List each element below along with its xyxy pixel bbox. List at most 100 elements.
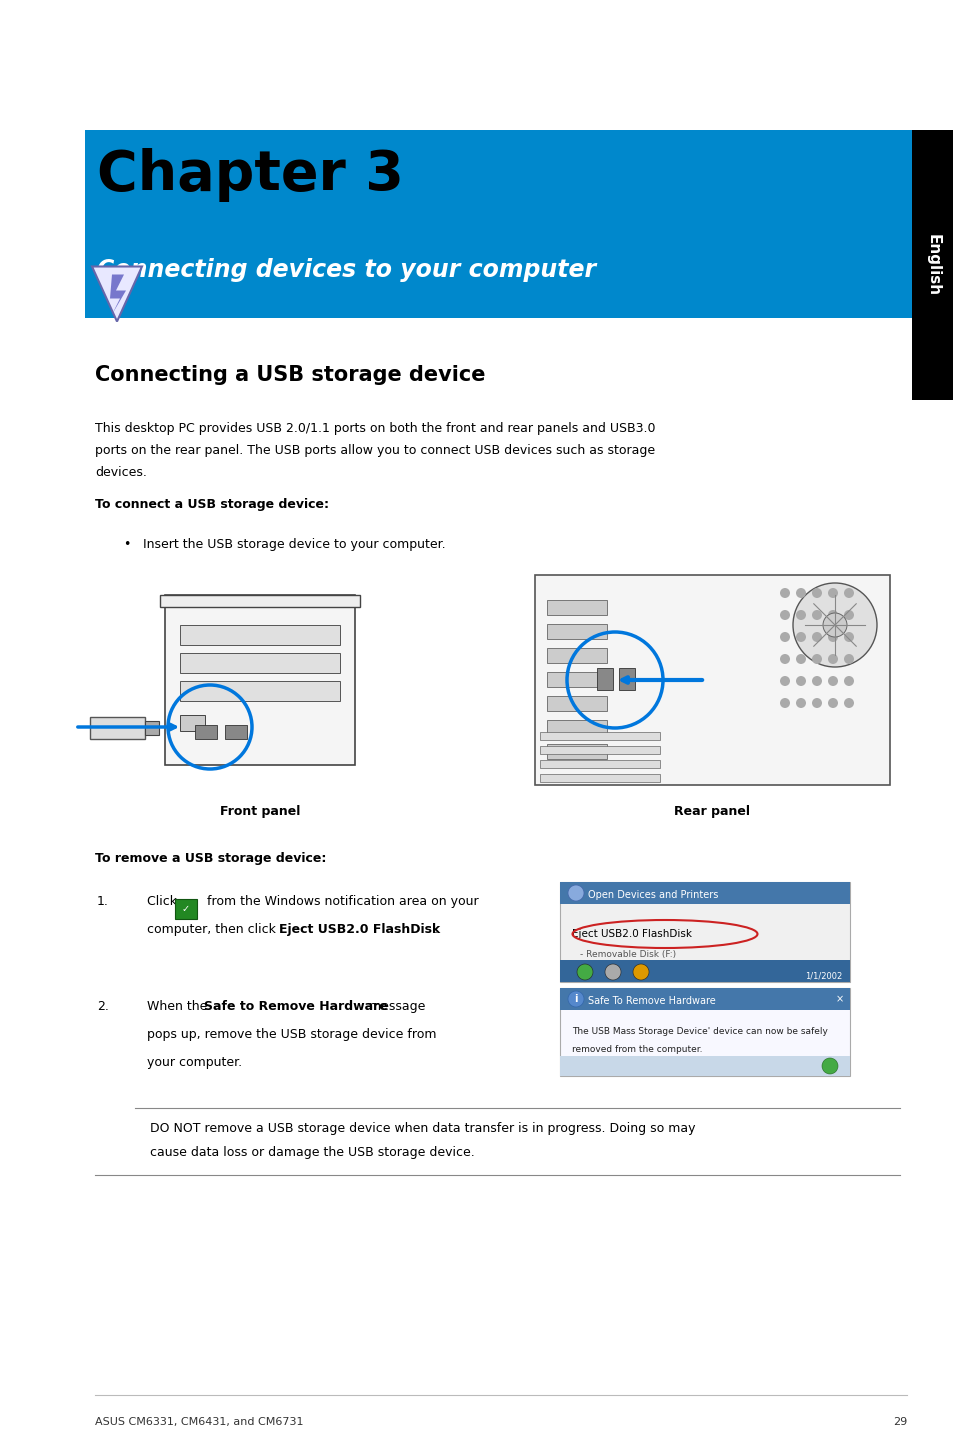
Bar xyxy=(90,718,145,739)
Text: Click: Click xyxy=(147,894,181,907)
Circle shape xyxy=(827,631,837,641)
Circle shape xyxy=(811,610,821,620)
Circle shape xyxy=(811,676,821,686)
Bar xyxy=(145,720,159,735)
Bar xyxy=(618,669,635,690)
Bar xyxy=(546,649,606,663)
Bar xyxy=(559,988,849,1009)
Circle shape xyxy=(811,654,821,664)
Circle shape xyxy=(604,963,620,981)
Circle shape xyxy=(843,654,853,664)
Circle shape xyxy=(822,613,846,637)
Bar xyxy=(546,696,606,710)
Bar xyxy=(546,672,606,687)
Text: computer, then click: computer, then click xyxy=(147,923,279,936)
Text: 1/1/2002: 1/1/2002 xyxy=(804,972,841,981)
Bar xyxy=(160,595,359,607)
Bar xyxy=(546,600,606,615)
Circle shape xyxy=(795,697,805,707)
Circle shape xyxy=(827,610,837,620)
Text: This desktop PC provides USB 2.0/1.1 ports on both the front and rear panels and: This desktop PC provides USB 2.0/1.1 por… xyxy=(95,421,655,436)
Text: Front panel: Front panel xyxy=(219,805,300,818)
Circle shape xyxy=(811,697,821,707)
Text: i: i xyxy=(574,994,578,1004)
Circle shape xyxy=(567,991,583,1007)
Text: 2.: 2. xyxy=(97,999,109,1012)
Text: ×: × xyxy=(835,994,843,1004)
Circle shape xyxy=(827,697,837,707)
Bar xyxy=(546,743,606,759)
Text: English: English xyxy=(924,234,940,296)
Circle shape xyxy=(795,588,805,598)
Text: Rear panel: Rear panel xyxy=(674,805,750,818)
Circle shape xyxy=(843,631,853,641)
Text: removed from the computer.: removed from the computer. xyxy=(572,1045,701,1054)
Bar xyxy=(165,595,355,765)
Circle shape xyxy=(843,676,853,686)
Text: pops up, remove the USB storage device from: pops up, remove the USB storage device f… xyxy=(147,1028,436,1041)
Bar xyxy=(539,746,659,754)
Bar xyxy=(546,624,606,638)
Circle shape xyxy=(795,610,805,620)
Text: Safe To Remove Hardware: Safe To Remove Hardware xyxy=(587,997,715,1007)
Circle shape xyxy=(843,697,853,707)
Text: When the: When the xyxy=(147,999,212,1012)
Bar xyxy=(539,761,659,768)
Text: Insert the USB storage device to your computer.: Insert the USB storage device to your co… xyxy=(143,538,445,551)
Circle shape xyxy=(827,676,837,686)
Text: 29: 29 xyxy=(892,1416,906,1426)
Bar xyxy=(539,774,659,782)
Text: message: message xyxy=(364,999,425,1012)
Text: Open Devices and Printers: Open Devices and Printers xyxy=(587,890,718,900)
Bar xyxy=(174,899,196,919)
Bar xyxy=(559,961,849,982)
Bar xyxy=(180,626,339,646)
Text: devices.: devices. xyxy=(95,466,147,479)
Text: To remove a USB storage device:: To remove a USB storage device: xyxy=(95,851,326,866)
Circle shape xyxy=(827,654,837,664)
Text: Chapter 3: Chapter 3 xyxy=(97,148,403,201)
Text: Connecting devices to your computer: Connecting devices to your computer xyxy=(97,257,596,282)
Circle shape xyxy=(795,631,805,641)
Bar xyxy=(546,720,606,735)
Bar xyxy=(559,881,849,982)
Circle shape xyxy=(811,631,821,641)
Bar xyxy=(180,653,339,673)
Bar xyxy=(559,1055,849,1076)
Circle shape xyxy=(567,884,583,902)
Circle shape xyxy=(780,610,789,620)
Circle shape xyxy=(843,588,853,598)
Bar xyxy=(559,881,849,905)
Bar xyxy=(180,682,339,700)
Text: To connect a USB storage device:: To connect a USB storage device: xyxy=(95,498,329,510)
Bar xyxy=(85,129,911,318)
Circle shape xyxy=(843,610,853,620)
Bar xyxy=(597,669,613,690)
Text: Eject USB2.0 FlashDisk: Eject USB2.0 FlashDisk xyxy=(279,923,440,936)
Text: •: • xyxy=(123,538,131,551)
Text: from the Windows notification area on your: from the Windows notification area on yo… xyxy=(203,894,478,907)
Circle shape xyxy=(633,963,648,981)
Text: - Removable Disk (F:): - Removable Disk (F:) xyxy=(579,949,676,959)
Bar xyxy=(180,715,205,731)
Text: cause data loss or damage the USB storage device.: cause data loss or damage the USB storag… xyxy=(150,1146,475,1159)
Circle shape xyxy=(792,582,876,667)
Circle shape xyxy=(827,588,837,598)
Bar xyxy=(535,575,889,785)
Circle shape xyxy=(780,697,789,707)
Bar xyxy=(559,988,849,1076)
Circle shape xyxy=(821,1058,837,1074)
Circle shape xyxy=(795,654,805,664)
Circle shape xyxy=(795,676,805,686)
Polygon shape xyxy=(110,275,126,315)
Text: ✓: ✓ xyxy=(182,905,190,915)
Text: your computer.: your computer. xyxy=(147,1055,242,1068)
Text: ASUS CM6331, CM6431, and CM6731: ASUS CM6331, CM6431, and CM6731 xyxy=(95,1416,303,1426)
Bar xyxy=(194,725,216,739)
Circle shape xyxy=(577,963,593,981)
Circle shape xyxy=(780,654,789,664)
Circle shape xyxy=(780,676,789,686)
Text: DO NOT remove a USB storage device when data transfer is in progress. Doing so m: DO NOT remove a USB storage device when … xyxy=(150,1122,695,1135)
Bar xyxy=(225,725,247,739)
Text: Eject USB2.0 FlashDisk: Eject USB2.0 FlashDisk xyxy=(572,929,691,939)
